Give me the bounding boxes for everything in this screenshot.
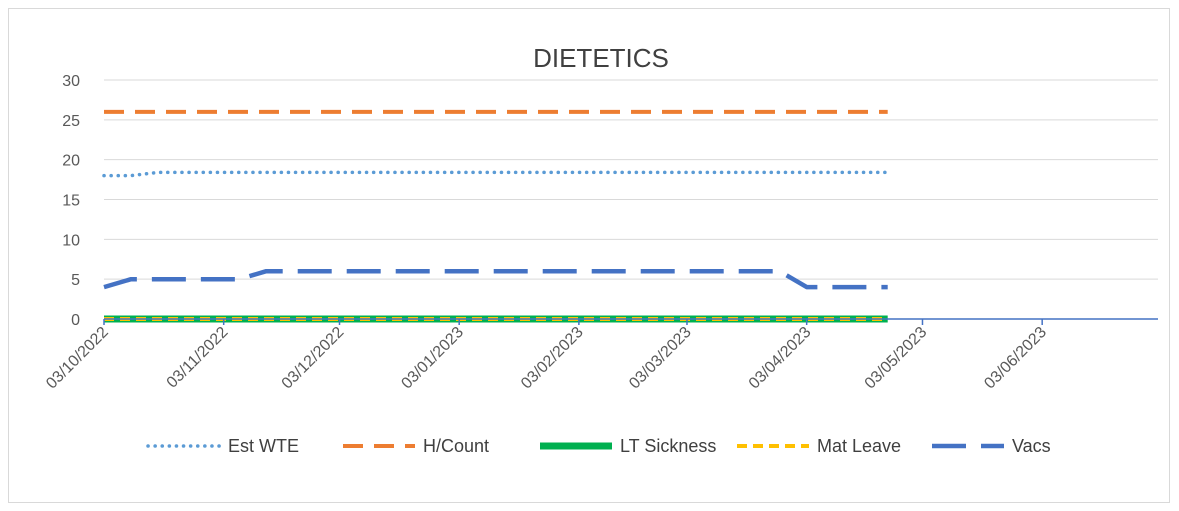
- x-tick-label-5: 03/03/2023: [626, 324, 695, 393]
- y-tick-label-15: 15: [62, 193, 80, 210]
- legend: Est WTE H/Count LT Sickness Mat Leave Vacs: [146, 436, 1051, 456]
- legend-label-mat-leave: Mat Leave: [817, 436, 901, 456]
- x-tick-label-8: 03/06/2023: [981, 324, 1050, 393]
- y-tick-label-30: 30: [62, 73, 80, 90]
- x-tick-label-1: 03/11/2022: [164, 324, 232, 392]
- y-axis-tick-labels: 0 5 10 15 20 25 30: [62, 73, 80, 329]
- series-layer: [102, 109, 890, 323]
- y-tick-label-5: 5: [71, 272, 80, 289]
- x-tick-label-2: 03/12/2022: [279, 324, 348, 393]
- x-tick-label-0: 03/10/2022: [43, 324, 112, 393]
- y-tick-label-0: 0: [71, 312, 80, 329]
- x-tick-label-4: 03/02/2023: [518, 324, 587, 393]
- y-tick-label-10: 10: [62, 232, 80, 249]
- series-line-vacs: [103, 268, 888, 290]
- x-tick-label-3: 03/01/2023: [398, 324, 467, 393]
- series-line-est-wte: [102, 170, 890, 178]
- chart-title: DIETETICS: [533, 43, 669, 73]
- legend-label-h-count: H/Count: [423, 436, 489, 456]
- legend-label-lt-sickness: LT Sickness: [620, 436, 716, 456]
- legend-label-vacs: Vacs: [1012, 436, 1051, 456]
- y-tick-label-25: 25: [62, 113, 80, 130]
- x-axis: [103, 318, 1158, 325]
- chart-frame: [8, 8, 1170, 503]
- x-axis-tick-labels: 03/10/2022 03/11/2022 03/12/2022 03/01/2023…: [43, 324, 1050, 393]
- gridlines: [104, 79, 1158, 280]
- legend-label-est-wte: Est WTE: [228, 436, 299, 456]
- y-tick-label-20: 20: [62, 153, 80, 170]
- x-tick-label-6: 03/04/2023: [746, 324, 815, 393]
- x-tick-label-7: 03/05/2023: [862, 324, 931, 393]
